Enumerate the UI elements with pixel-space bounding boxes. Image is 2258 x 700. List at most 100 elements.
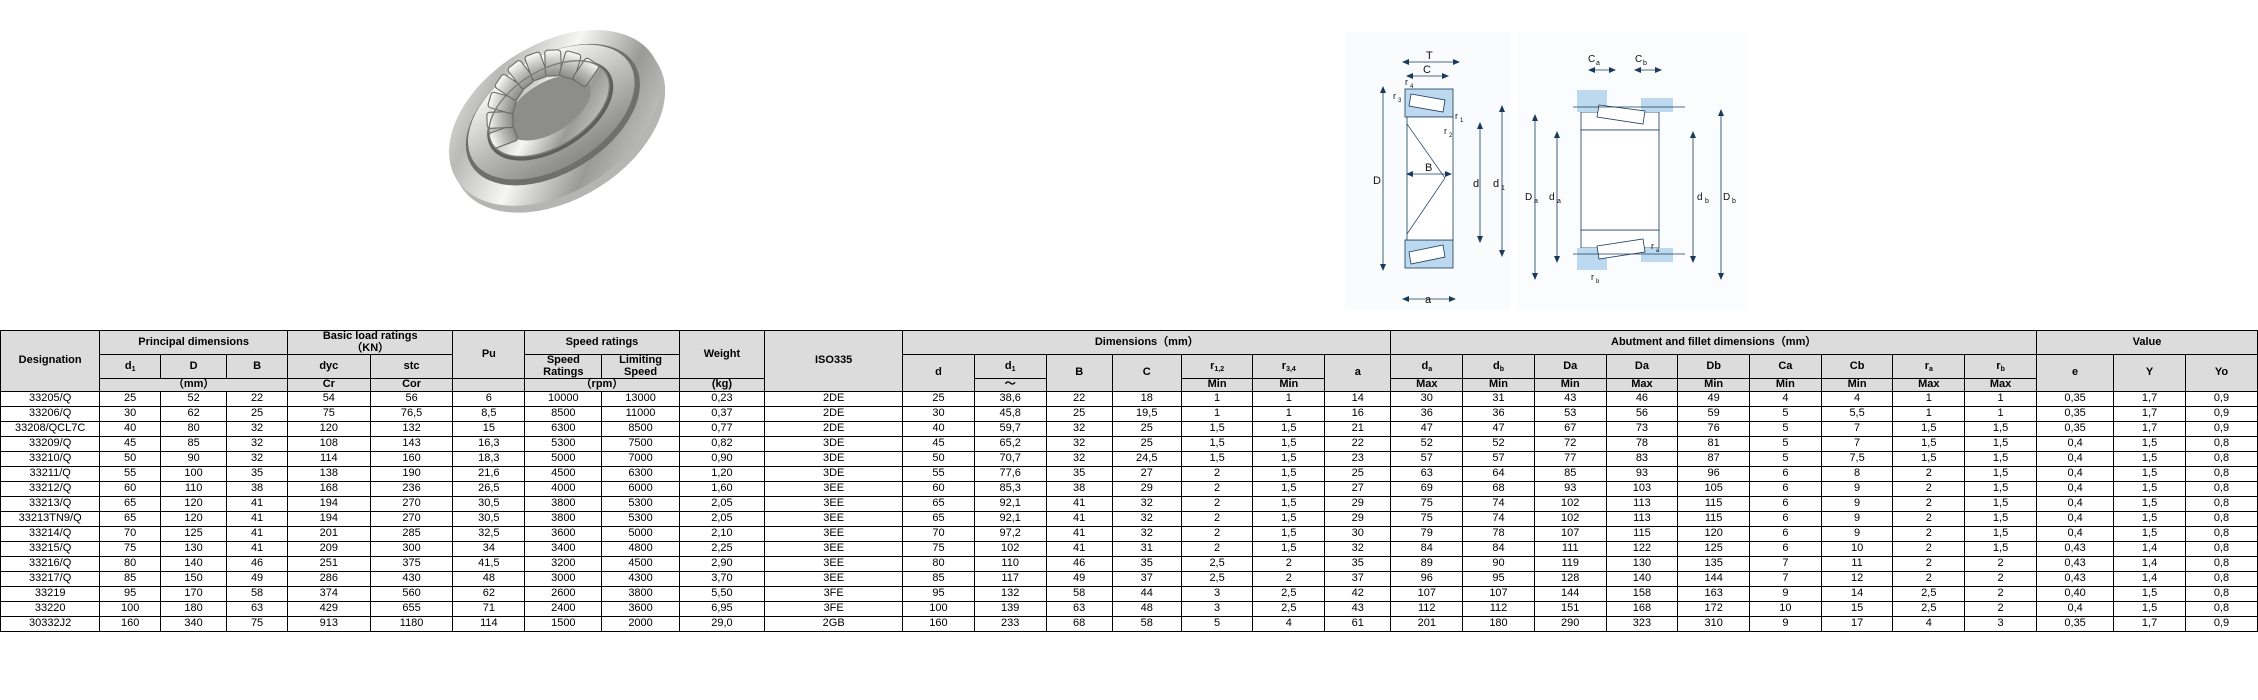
cell-e: 0,35: [2035, 405, 2115, 422]
cell-da: 63: [1390, 465, 1464, 482]
table-header-sub-row: d1 D B dyc stc Speed Ratings Limiting Sp…: [1, 354, 2258, 392]
cell-r34: 1,5: [1252, 420, 1326, 437]
cell-d1: 95: [99, 585, 161, 602]
cell-Pu: 41,5: [452, 555, 526, 572]
table-row: 33209/Q 45 85 32 108 143 16,3 5300 7500 0,82 3DE 45…: [0, 435, 2258, 452]
cell-d1: 50: [99, 450, 161, 467]
cell-Db: 135: [1677, 555, 1751, 572]
cell-Db: 115: [1677, 495, 1751, 512]
cell-Cr: 286: [286, 570, 371, 587]
cell-Cor: 285: [369, 525, 454, 542]
cell-a: 35: [1324, 555, 1392, 572]
cell-db: 78: [1462, 525, 1535, 542]
cell-d: 50: [902, 450, 975, 467]
cell-Y: 1,5: [2113, 480, 2186, 497]
cell-SpeedRatings: 3000: [524, 570, 603, 587]
svg-text:r: r: [1444, 126, 1447, 136]
cell-Pu: 32,5: [452, 525, 526, 542]
cell-Cb: 9: [1820, 525, 1894, 542]
cell-Ca: 5: [1749, 435, 1822, 452]
cell-da: 112: [1390, 600, 1464, 617]
unit-Cr: Cr: [286, 378, 371, 392]
subcol-db: db: [1462, 354, 1535, 380]
cell-db: 31: [1462, 390, 1535, 407]
cell-db: 95: [1462, 570, 1535, 587]
cell-designation: 33217/Q: [0, 570, 101, 587]
cell-Cor: 160: [369, 450, 454, 467]
cell-ra: 1: [1892, 390, 1966, 407]
cell-Da_min: 102: [1533, 495, 1607, 512]
cell-r34: 2: [1252, 555, 1326, 572]
col-pu: Pu: [452, 329, 526, 380]
cell-Ca: 5: [1749, 450, 1822, 467]
cell-B_dim: 32: [1045, 450, 1113, 467]
cell-Weight: 0,82: [678, 435, 766, 452]
cell-Y: 1,5: [2113, 510, 2186, 527]
cell-B: 38: [226, 480, 288, 497]
bearing-dimension-diagram: D T C B a: [1345, 32, 1745, 310]
cell-Da_max: 168: [1605, 600, 1679, 617]
col-speed-ratings: Speed ratings: [524, 329, 680, 356]
cell-Pu: 62: [452, 585, 526, 602]
unit-rpm: （rpm）: [524, 378, 680, 392]
cell-d1_dim: 132: [973, 585, 1047, 602]
cell-rb: 1,5: [1964, 495, 2037, 512]
svg-text:r: r: [1591, 272, 1594, 282]
cell-SpeedRatings: 6300: [524, 420, 603, 437]
table-row: 33219 95 170 58 374 560 62 2600 3800 5,50 3FE 95 132…: [0, 585, 2258, 602]
cell-e: 0,4: [2035, 465, 2115, 482]
cell-ISO335: 3DE: [764, 450, 904, 467]
cell-Db: 172: [1677, 600, 1751, 617]
cell-d: 80: [902, 555, 975, 572]
cell-Da_min: 72: [1533, 435, 1607, 452]
cell-Cr: 913: [286, 615, 371, 632]
cell-ISO335: 3EE: [764, 480, 904, 497]
cell-da: 79: [1390, 525, 1464, 542]
col-basic-load-ratings: Basic load ratings （KN）: [286, 329, 454, 356]
subcol-a: a: [1324, 354, 1392, 392]
cell-rb: 1,5: [1964, 525, 2037, 542]
cell-a: 29: [1324, 510, 1392, 527]
cell-C: 32: [1111, 525, 1182, 542]
cell-Da_min: 43: [1533, 390, 1607, 407]
cell-SpeedRatings: 3400: [524, 540, 603, 557]
cell-da: 75: [1390, 495, 1464, 512]
cell-Da_max: 78: [1605, 435, 1679, 452]
cell-d1_dim: 65,2: [973, 435, 1047, 452]
cell-d1_dim: 77,6: [973, 465, 1047, 482]
cell-ISO335: 3EE: [764, 510, 904, 527]
cell-LimitingSpeed: 4800: [601, 540, 680, 557]
subcol-dim-B: B: [1045, 354, 1113, 392]
cell-d: 160: [902, 615, 975, 632]
cell-r12: 1,5: [1180, 420, 1254, 437]
cell-Cb: 15: [1820, 600, 1894, 617]
cell-Db: 115: [1677, 510, 1751, 527]
cell-r34: 1,5: [1252, 465, 1326, 482]
cell-r34: 1,5: [1252, 525, 1326, 542]
cell-Da_max: 115: [1605, 525, 1679, 542]
cell-r12: 2: [1180, 480, 1254, 497]
cell-B: 75: [226, 615, 288, 632]
cell-ra: 2: [1892, 570, 1966, 587]
svg-text:D: D: [1373, 175, 1381, 187]
cell-ISO335: 3EE: [764, 495, 904, 512]
col-abutment: Abutment and fillet dimensions（mm）: [1390, 329, 2037, 356]
unit-r34-min: Min: [1252, 378, 1326, 392]
cell-Cb: 9: [1820, 510, 1894, 527]
cell-ra: 4: [1892, 615, 1966, 632]
cell-SpeedRatings: 2600: [524, 585, 603, 602]
cell-C: 27: [1111, 465, 1182, 482]
cell-d: 40: [902, 420, 975, 437]
cell-d1: 45: [99, 435, 161, 452]
cell-Pu: 71: [452, 600, 526, 617]
cell-Weight: 29,0: [678, 615, 766, 632]
cell-r12: 1,5: [1180, 435, 1254, 452]
cell-d1_dim: 139: [973, 600, 1047, 617]
svg-text:C: C: [1588, 54, 1595, 65]
cell-Weight: 2,10: [678, 525, 766, 542]
cell-e: 0,35: [2035, 390, 2115, 407]
unit-da-max: Max: [1390, 378, 1464, 392]
cell-Da_min: 107: [1533, 525, 1607, 542]
cell-Cor: 270: [369, 510, 454, 527]
cell-ISO335: 2DE: [764, 390, 904, 407]
